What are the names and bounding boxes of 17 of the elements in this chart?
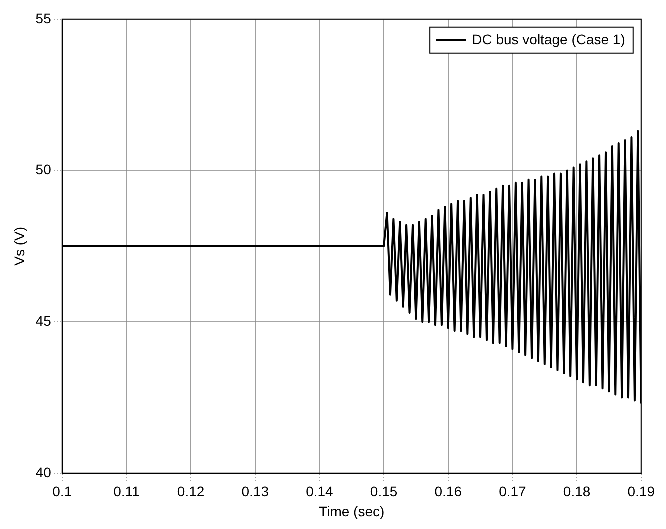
x-tick-label: 0.15: [370, 484, 398, 500]
x-tick-label: 0.18: [563, 484, 591, 500]
legend-label: DC bus voltage (Case 1): [472, 31, 626, 48]
y-axis-title: Vs (V): [11, 226, 28, 266]
y-tick-label: 55: [36, 10, 52, 26]
x-tick-label: 0.1: [52, 484, 72, 500]
x-tick-label: 0.11: [114, 484, 140, 500]
x-tick-label: 0.17: [499, 484, 527, 500]
x-tick-label: 0.19: [628, 484, 656, 500]
x-axis-title: Time (sec): [319, 503, 385, 520]
y-tick-label: 45: [36, 312, 52, 329]
y-tick-label: 40: [36, 464, 52, 480]
x-tick-label: 0.12: [177, 484, 205, 500]
x-tick-label: 0.14: [306, 484, 334, 500]
y-tick-label: 50: [36, 162, 52, 178]
x-tick-label: 0.16: [434, 484, 462, 500]
x-tick-label: 0.13: [242, 484, 270, 500]
